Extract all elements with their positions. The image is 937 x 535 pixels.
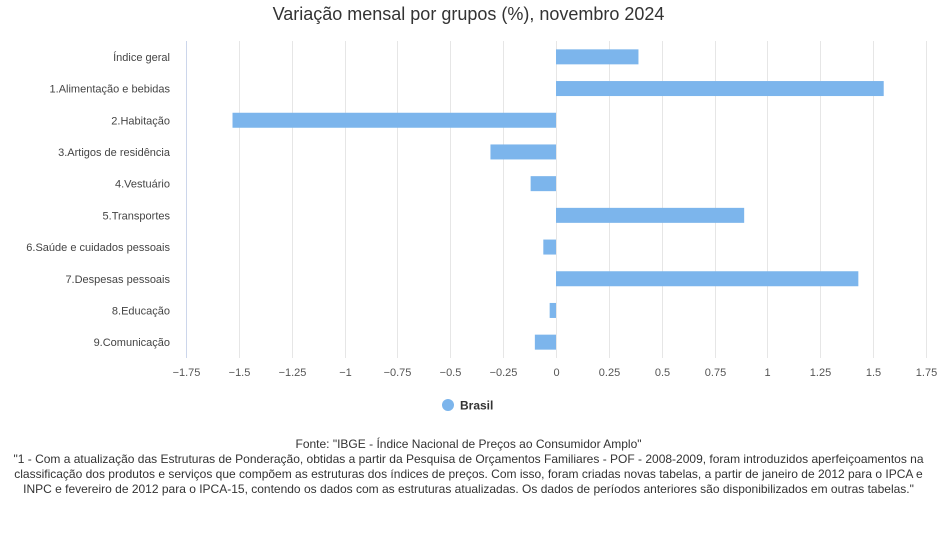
- x-tick-label: 1.5: [866, 367, 881, 379]
- x-axis-ticks: −1.75 −1.5 −1.25 −1 −0.75 −0.5 −0.25 0 0.25 0.5 0.…: [173, 367, 937, 379]
- bar[interactable]: [556, 271, 859, 287]
- x-tick-label: 0: [553, 367, 559, 379]
- category-label: 9.Comunicação: [94, 337, 170, 349]
- x-tick-label: 1: [764, 367, 770, 379]
- x-tick-label: −1.75: [173, 367, 201, 379]
- x-tick-label: 0.75: [705, 367, 726, 379]
- legend-marker[interactable]: [442, 399, 454, 411]
- category-label: 8.Educação: [112, 305, 170, 317]
- bar[interactable]: [556, 49, 639, 65]
- category-label: 2.Habitação: [111, 115, 170, 127]
- x-tick-label: 0.5: [655, 367, 670, 379]
- x-tick-label: 0.25: [599, 367, 620, 379]
- bar[interactable]: [530, 176, 556, 192]
- category-label: 4.Vestuário: [115, 179, 170, 191]
- x-tick-label: −0.5: [440, 367, 462, 379]
- category-label: 5.Transportes: [103, 210, 171, 222]
- x-tick-label: −1.25: [279, 367, 307, 379]
- chart-title: Variação mensal por grupos (%), novembro…: [272, 4, 665, 24]
- bar[interactable]: [232, 112, 556, 128]
- x-tick-label: 1.25: [810, 367, 831, 379]
- bar[interactable]: [543, 239, 556, 255]
- bars: [232, 49, 884, 350]
- category-label: Índice geral: [113, 51, 170, 64]
- bar[interactable]: [490, 144, 556, 160]
- category-label: 3.Artigos de residência: [58, 147, 171, 159]
- legend-label[interactable]: Brasil: [460, 399, 493, 413]
- chart-footer: Fonte: "IBGE - Índice Nacional de Preços…: [4, 437, 933, 497]
- bar[interactable]: [534, 334, 556, 350]
- category-labels: Índice geral 1.Alimentação e bebidas 2.Hab…: [26, 51, 171, 349]
- bar[interactable]: [556, 207, 745, 223]
- bar[interactable]: [556, 81, 884, 97]
- category-label: 7.Despesas pessoais: [65, 274, 170, 286]
- x-tick-label: 1.75: [916, 367, 937, 379]
- bar[interactable]: [549, 302, 556, 318]
- source-text: Fonte: "IBGE - Índice Nacional de Preços…: [295, 437, 642, 451]
- legend[interactable]: Brasil: [442, 399, 493, 413]
- category-label: 1.Alimentação e bebidas: [50, 84, 171, 96]
- footnote-text: "1 - Com a atualização das Estruturas de…: [13, 452, 924, 496]
- x-tick-label: −1.5: [229, 367, 251, 379]
- x-tick-label: −0.25: [490, 367, 518, 379]
- x-tick-label: −0.75: [384, 367, 412, 379]
- bar-chart: Índice geral 1.Alimentação e bebidas 2.Hab…: [26, 41, 937, 413]
- x-tick-label: −1: [339, 367, 352, 379]
- category-label: 6.Saúde e cuidados pessoais: [26, 242, 170, 254]
